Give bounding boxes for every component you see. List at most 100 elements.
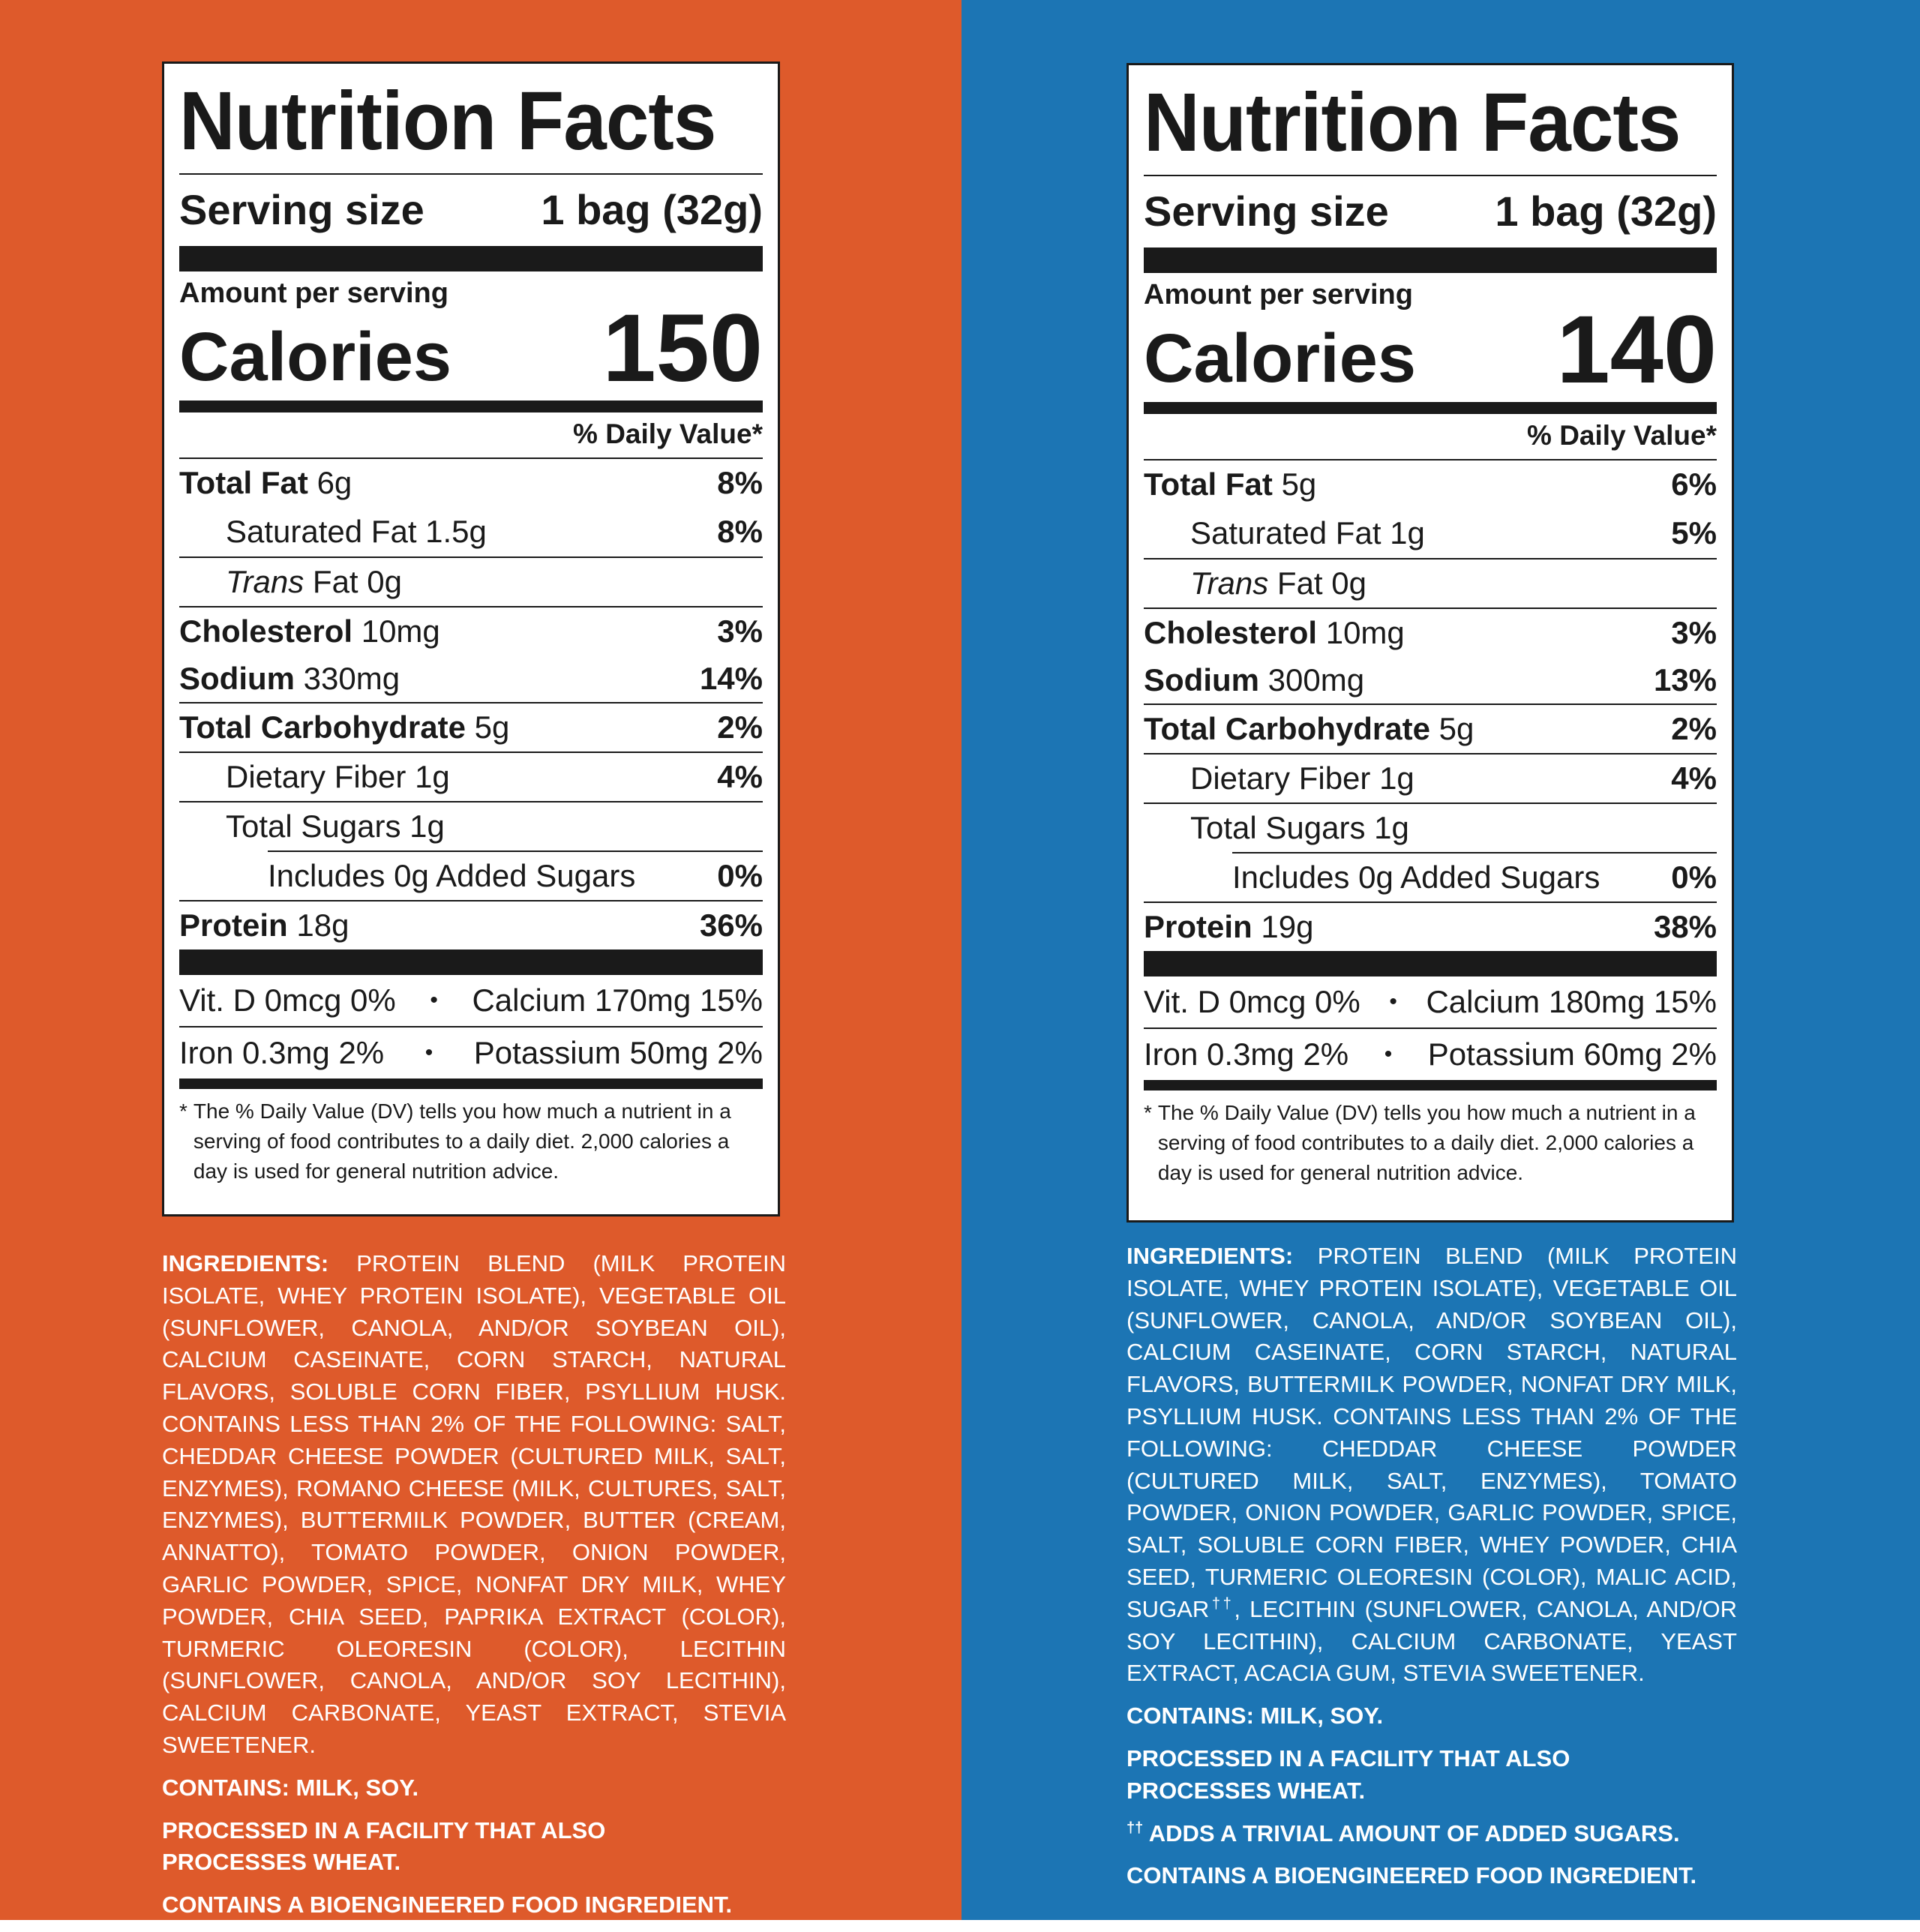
- nutrient-row: Total Fat 5g 6%: [1144, 459, 1717, 508]
- nutrient-name: Sodium: [1144, 662, 1259, 698]
- divider: [1144, 402, 1717, 415]
- nutrient-name: Total Fat: [1144, 466, 1273, 502]
- calories-row: Calories 140: [1144, 302, 1717, 402]
- nutrition-facts-label: Nutrition Facts Serving size 1 bag (32g)…: [162, 62, 780, 1216]
- nutrient-row: Sodium 300mg 13%: [1144, 657, 1717, 704]
- nutrient-name: Cholesterol: [179, 614, 353, 650]
- nutrition-facts-title: Nutrition Facts: [1144, 76, 1681, 169]
- nutrient-name: Saturated Fat: [1190, 515, 1382, 551]
- nutrient-dv: 3%: [717, 614, 763, 650]
- vitamin-row: Iron 0.3mg 2% • Potassium 50mg 2%: [179, 1026, 763, 1078]
- nutrient-amount: Fat 0g: [312, 564, 402, 600]
- nutrition-facts-label: Nutrition Facts Serving size 1 bag (32g)…: [1126, 63, 1734, 1222]
- vitamin-left: Vit. D 0mcg 0%: [179, 982, 396, 1018]
- nutrient-amount: 1g: [1390, 515, 1425, 551]
- nutrient-dv: 5%: [1671, 515, 1717, 551]
- nutrient-amount: 10mg: [1325, 615, 1405, 651]
- nutrient-amount: 300mg: [1268, 662, 1365, 698]
- nutrient-name: Total Fat: [179, 465, 308, 501]
- divider: [1144, 248, 1717, 273]
- divider: [179, 400, 763, 413]
- divider: [1144, 175, 1717, 176]
- divider: [179, 173, 763, 175]
- nutrient-name: Dietary Fiber: [226, 759, 406, 795]
- nutrient-amount: 10mg: [361, 614, 440, 650]
- sugar-note-text: ADDS A TRIVIAL AMOUNT OF ADDED SUGARS.: [1148, 1820, 1680, 1846]
- nutrient-dv: 6%: [1671, 466, 1717, 502]
- nutrient-row: Dietary Fiber 1g 4%: [1144, 753, 1717, 802]
- nutrient-row: Total Sugars 1g: [179, 801, 763, 850]
- allergen-statement: CONTAINS: MILK, SOY.: [162, 1774, 419, 1801]
- ingredients-paragraph: INGREDIENTS: PROTEIN BLEND (MILK PROTEIN…: [1126, 1240, 1737, 1690]
- nutrient-amount: 1g: [415, 759, 450, 795]
- nutrient-name: Total Sugars: [226, 808, 401, 844]
- nutrient-name: Trans: [1190, 566, 1269, 602]
- amount-per-serving: Amount per serving: [1144, 279, 1413, 310]
- serving-size-value: 1 bag (32g): [1495, 188, 1717, 235]
- footnote: * The % Daily Value (DV) tells you how m…: [1144, 1090, 1717, 1188]
- calories-row: Calories 150: [179, 295, 763, 402]
- nutrient-row: Sodium 330mg 14%: [179, 656, 763, 702]
- nutrient-row: Cholesterol 10mg 3%: [1144, 608, 1717, 657]
- nutrient-amount: 18g: [296, 908, 350, 944]
- nutrient-row: Includes 0g Added Sugars 0%: [1232, 852, 1717, 902]
- ingredients-block: INGREDIENTS: PROTEIN BLEND (MILK PROTEIN…: [162, 1248, 786, 1932]
- nutrient-name: Total Sugars: [1190, 810, 1366, 846]
- nutrient-dv: 8%: [717, 465, 763, 501]
- divider: [179, 950, 763, 976]
- calories-label: Calories: [179, 319, 452, 396]
- serving-size-value: 1 bag (32g): [541, 186, 763, 233]
- ingredients-text: PROTEIN BLEND (MILK PROTEIN ISOLATE, WHE…: [162, 1250, 786, 1758]
- nutrition-facts-title: Nutrition Facts: [179, 75, 716, 167]
- left-panel: Nutrition Facts Serving size 1 bag (32g)…: [0, 0, 962, 1920]
- nutrient-row: Trans Fat 0g: [1144, 558, 1717, 608]
- nutrient-dv: 14%: [699, 661, 763, 697]
- nutrient-name: Includes 0g Added Sugars: [1232, 860, 1600, 896]
- nutrient-amount: 6g: [316, 465, 352, 501]
- divider: [179, 1078, 763, 1090]
- bioengineered-statement: CONTAINS A BIOENGINEERED FOOD INGREDIENT…: [1126, 1862, 1697, 1889]
- vitamin-left: Vit. D 0mcg 0%: [1144, 984, 1360, 1020]
- nutrient-row: Saturated Fat 1.5g 8%: [179, 507, 763, 556]
- serving-size-row: Serving size 1 bag (32g): [1144, 176, 1717, 248]
- calories-value: 150: [602, 295, 763, 402]
- divider: [1144, 951, 1717, 977]
- nutrient-dv: 2%: [1671, 711, 1717, 747]
- footnote-text: The % Daily Value (DV) tells you how muc…: [193, 1100, 731, 1184]
- footnote: * The % Daily Value (DV) tells you how m…: [179, 1089, 763, 1186]
- nutrient-dv: 4%: [717, 759, 763, 795]
- allergen-statement: CONTAINS: MILK, SOY.: [1126, 1702, 1384, 1730]
- nutrient-row: Total Sugars 1g: [1144, 802, 1717, 852]
- serving-size-label: Serving size: [179, 186, 424, 233]
- nutrient-row: Total Carbohydrate 5g 2%: [1144, 704, 1717, 753]
- nutrient-amount: 330mg: [303, 661, 400, 697]
- nutrient-amount: 1g: [410, 808, 445, 844]
- nutrient-dv: 0%: [717, 858, 763, 894]
- ingredients-label: INGREDIENTS:: [1126, 1243, 1294, 1269]
- serving-size-row: Serving size 1 bag (32g): [179, 175, 763, 246]
- nutrient-amount: Fat 0g: [1276, 566, 1366, 602]
- vitamin-row: Vit. D 0mcg 0% • Calcium 180mg 15%: [1144, 976, 1717, 1028]
- nutrient-dv: 2%: [717, 710, 763, 746]
- nutrient-dv: 38%: [1653, 909, 1717, 945]
- nutrient-row: Total Carbohydrate 5g 2%: [179, 702, 763, 752]
- nutrient-amount: 1g: [1374, 810, 1409, 846]
- facility-statement: PROCESSED IN A FACILITY THAT ALSO PROCES…: [1126, 1744, 1570, 1804]
- nutrient-name: Cholesterol: [1144, 615, 1318, 651]
- nutrient-row: Protein 19g 38%: [1144, 902, 1717, 951]
- serving-size-label: Serving size: [1144, 188, 1389, 235]
- nutrient-name: Total Carbohydrate: [1144, 711, 1430, 747]
- footnote-text: The % Daily Value (DV) tells you how muc…: [1157, 1101, 1696, 1185]
- nutrient-name: Dietary Fiber: [1190, 760, 1371, 796]
- ingredients-paragraph: INGREDIENTS: PROTEIN BLEND (MILK PROTEIN…: [162, 1248, 786, 1762]
- bullet: •: [430, 988, 438, 1013]
- nutrient-name: Protein: [1144, 909, 1252, 945]
- sugar-note: †† ADDS A TRIVIAL AMOUNT OF ADDED SUGARS…: [1126, 1818, 1737, 1850]
- nutrient-row: Saturated Fat 1g 5%: [1144, 508, 1717, 558]
- nutrient-row: Dietary Fiber 1g 4%: [179, 752, 763, 801]
- nutrient-amount: 5g: [1281, 466, 1317, 502]
- bullet: •: [1389, 989, 1397, 1015]
- nutrient-dv: 13%: [1653, 662, 1717, 698]
- footnote-star: *: [179, 1100, 188, 1124]
- vitamin-row: Vit. D 0mcg 0% • Calcium 170mg 15%: [179, 975, 763, 1026]
